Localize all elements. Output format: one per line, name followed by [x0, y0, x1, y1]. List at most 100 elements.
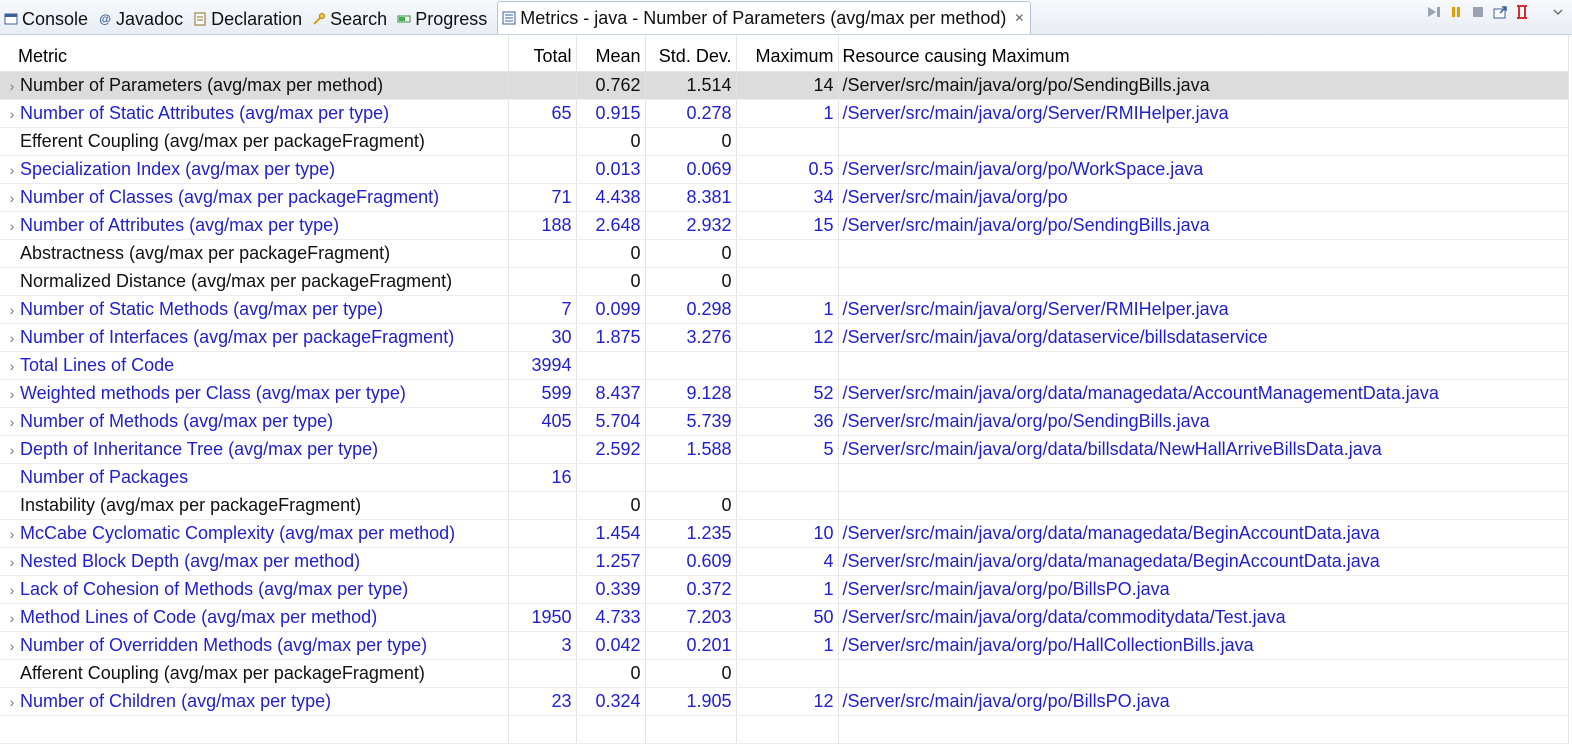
chevron-right-icon[interactable]: ›	[9, 414, 15, 430]
chevron-right-icon[interactable]: ›	[9, 694, 15, 710]
total-cell	[508, 239, 577, 268]
table-row[interactable]: › Depth of Inheritance Tree (avg/max per …	[0, 435, 1569, 464]
maximum-cell: 5	[736, 435, 839, 464]
table-row[interactable]: › Method Lines of Code (avg/max per metho…	[0, 603, 1569, 632]
table-row[interactable]: › Number of Static Attributes (avg/max pe…	[0, 99, 1569, 128]
std-dev-cell: 2.932	[645, 211, 737, 240]
chevron-right-icon[interactable]: ›	[9, 78, 15, 94]
metrics-table: Metric Total Mean Std. Dev. Maximum Reso…	[0, 35, 1569, 744]
tab-console[interactable]: Console	[0, 4, 94, 34]
metric-cell[interactable]: › Method Lines of Code (avg/max per metho…	[0, 603, 509, 632]
table-row[interactable]: › Number of Classes (avg/max per packageF…	[0, 183, 1569, 212]
metric-cell[interactable]: ›Normalized Distance (avg/max per packag…	[0, 267, 509, 296]
metric-cell[interactable]: › Depth of Inheritance Tree (avg/max per …	[0, 435, 509, 464]
metric-cell[interactable]: › McCabe Cyclomatic Complexity (avg/max p…	[0, 519, 509, 548]
pause-icon[interactable]	[1448, 4, 1464, 20]
mean-cell: 0	[576, 491, 646, 520]
std-dev-cell	[645, 463, 737, 492]
chevron-right-icon[interactable]: ›	[9, 386, 15, 402]
chevron-right-icon[interactable]: ›	[9, 218, 15, 234]
table-row[interactable]: ›Normalized Distance (avg/max per packag…	[0, 267, 1569, 296]
tab-declaration[interactable]: Declaration	[189, 4, 308, 34]
column-header-metric[interactable]: Metric	[0, 35, 509, 72]
metric-name: Number of Static Methods (avg/max per ty…	[20, 299, 384, 319]
metric-cell[interactable]: › Number of Attributes (avg/max per type)	[0, 211, 509, 240]
chevron-right-icon[interactable]: ›	[9, 610, 15, 626]
std-dev-cell: 0	[645, 239, 737, 268]
tab-progress[interactable]: Progress	[393, 4, 493, 34]
table-row[interactable]: › Number of Attributes (avg/max per type)…	[0, 211, 1569, 240]
chevron-right-icon[interactable]: ›	[9, 442, 15, 458]
column-header-std-dev[interactable]: Std. Dev.	[645, 35, 737, 72]
metric-cell[interactable]: ›Instability (avg/max per packageFragmen…	[0, 491, 509, 520]
chevron-right-icon[interactable]: ›	[9, 526, 15, 542]
table-row[interactable]: › Weighted methods per Class (avg/max per…	[0, 379, 1569, 408]
metric-cell[interactable]: › Number of Static Methods (avg/max per t…	[0, 295, 509, 324]
stop-icon[interactable]	[1470, 4, 1486, 20]
tab-metrics[interactable]: Metrics - java - Number of Parameters (a…	[497, 1, 1032, 34]
column-header-total[interactable]: Total	[508, 35, 577, 72]
metric-cell[interactable]: › Number of Parameters (avg/max per metho…	[0, 71, 509, 100]
chevron-right-icon[interactable]: ›	[9, 302, 15, 318]
export-icon[interactable]	[1492, 4, 1508, 20]
metric-cell[interactable]: › Lack of Cohesion of Methods (avg/max pe…	[0, 575, 509, 604]
chevron-right-icon[interactable]: ›	[9, 106, 15, 122]
view-menu-icon[interactable]	[1550, 4, 1566, 20]
std-dev-cell: 0.069	[645, 155, 737, 184]
std-dev-cell	[645, 351, 737, 380]
metric-cell[interactable]: › Number of Static Attributes (avg/max pe…	[0, 99, 509, 128]
table-row[interactable]: › Specialization Index (avg/max per type)…	[0, 155, 1569, 184]
table-row[interactable]: › Lack of Cohesion of Methods (avg/max pe…	[0, 575, 1569, 604]
table-row[interactable]: › McCabe Cyclomatic Complexity (avg/max p…	[0, 519, 1569, 548]
maximum-cell: 14	[736, 71, 839, 100]
chevron-right-icon[interactable]: ›	[9, 190, 15, 206]
metric-cell[interactable]: › Weighted methods per Class (avg/max per…	[0, 379, 509, 408]
column-header-mean[interactable]: Mean	[576, 35, 646, 72]
metric-cell[interactable]: › Number of Interfaces (avg/max per packa…	[0, 323, 509, 352]
total-cell: 7	[508, 295, 577, 324]
chevron-right-icon[interactable]: ›	[9, 638, 15, 654]
metric-cell[interactable]: › Total Lines of Code	[0, 351, 509, 380]
table-row[interactable]: ›Afferent Coupling (avg/max per packageF…	[0, 659, 1569, 688]
table-row[interactable]: › Total Lines of Code 3994	[0, 351, 1569, 380]
chevron-right-icon[interactable]: ›	[9, 582, 15, 598]
metric-cell[interactable]: › Number of Overridden Methods (avg/max p…	[0, 631, 509, 660]
table-row[interactable]: › Number of Children (avg/max per type) 23…	[0, 687, 1569, 716]
chevron-right-icon[interactable]: ›	[9, 358, 15, 374]
chevron-right-icon[interactable]: ›	[9, 162, 15, 178]
metric-cell[interactable]: › Specialization Index (avg/max per type)	[0, 155, 509, 184]
table-row[interactable]: › Number of Overridden Methods (avg/max p…	[0, 631, 1569, 660]
play-icon[interactable]	[1426, 4, 1442, 20]
layout-icon[interactable]	[1514, 4, 1530, 20]
mean-cell: 2.648	[576, 211, 646, 240]
maximum-cell: 12	[736, 687, 839, 716]
table-row[interactable]: › Number of Methods (avg/max per type) 405…	[0, 407, 1569, 436]
column-header-resource[interactable]: Resource causing Maximum	[838, 35, 1569, 72]
tab-javadoc[interactable]: @ Javadoc	[94, 4, 189, 34]
chevron-right-icon[interactable]: ›	[9, 554, 15, 570]
maximum-cell	[736, 463, 839, 492]
table-row[interactable]: › Number of Interfaces (avg/max per packa…	[0, 323, 1569, 352]
resource-cell: /Server/src/main/java/org/po/SendingBill…	[838, 71, 1569, 100]
metric-cell[interactable]: ›Number of Packages	[0, 463, 509, 492]
metric-cell[interactable]: ›Efferent Coupling (avg/max per packageF…	[0, 127, 509, 156]
metric-cell[interactable]: › Number of Children (avg/max per type)	[0, 687, 509, 716]
metric-cell[interactable]: ›Afferent Coupling (avg/max per packageF…	[0, 659, 509, 688]
table-row[interactable]: ›Instability (avg/max per packageFragmen…	[0, 491, 1569, 520]
table-row[interactable]: › Number of Static Methods (avg/max per t…	[0, 295, 1569, 324]
table-row[interactable]: ›Efferent Coupling (avg/max per packageF…	[0, 127, 1569, 156]
chevron-right-icon[interactable]: ›	[9, 330, 15, 346]
column-header-maximum[interactable]: Maximum	[736, 35, 839, 72]
empty-row	[0, 715, 1569, 744]
metric-cell[interactable]: › Nested Block Depth (avg/max per method)	[0, 547, 509, 576]
table-row[interactable]: › Nested Block Depth (avg/max per method)…	[0, 547, 1569, 576]
table-row[interactable]: › Number of Parameters (avg/max per metho…	[0, 71, 1569, 100]
table-row[interactable]: ›Abstractness (avg/max per packageFragme…	[0, 239, 1569, 268]
metric-cell[interactable]: › Number of Classes (avg/max per packageF…	[0, 183, 509, 212]
metric-cell[interactable]: › Number of Methods (avg/max per type)	[0, 407, 509, 436]
close-icon[interactable]: ✕	[1014, 11, 1025, 25]
metric-cell[interactable]: ›Abstractness (avg/max per packageFragme…	[0, 239, 509, 268]
view-tab-bar: Console @ Javadoc Declaration Search Pro…	[0, 0, 1572, 35]
tab-search[interactable]: Search	[308, 4, 393, 34]
